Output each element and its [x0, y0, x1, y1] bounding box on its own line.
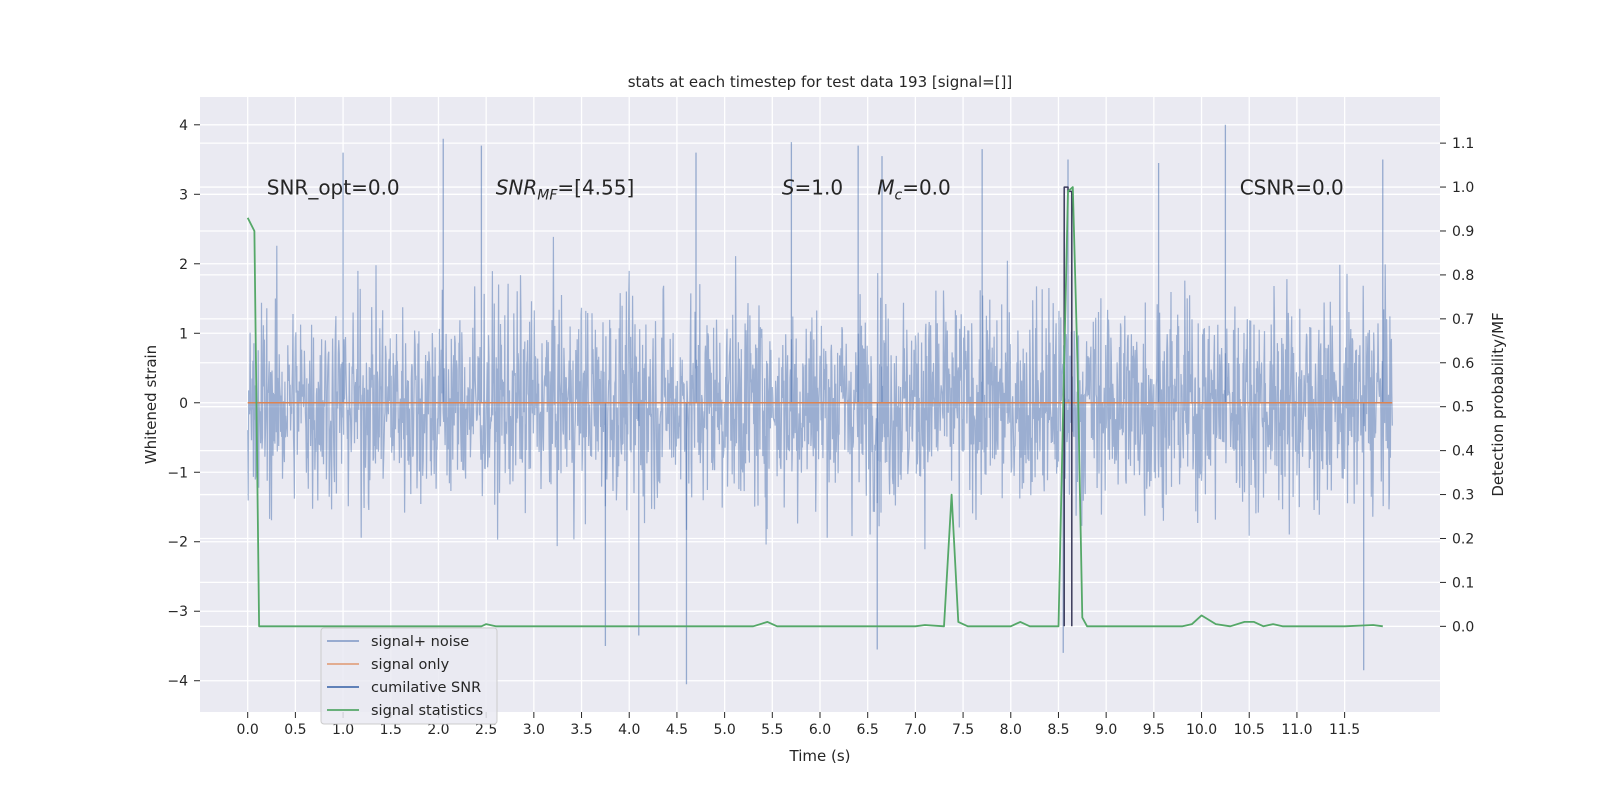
- chart-title: stats at each timestep for test data 193…: [628, 73, 1013, 91]
- x-tick-label: 9.5: [1143, 722, 1165, 738]
- y-tick-label: −4: [167, 674, 188, 690]
- x-tick-label: 10.5: [1234, 722, 1265, 738]
- legend-label: signal+ noise: [371, 634, 469, 650]
- x-tick-label: 3.5: [570, 722, 592, 738]
- y-right-tick-label: 0.1: [1452, 575, 1474, 591]
- annotation-text: SNRMF=[4.55]: [496, 175, 635, 203]
- x-tick-label: 0.5: [284, 722, 306, 738]
- x-tick-label: 10.0: [1186, 722, 1217, 738]
- y-right-tick-label: 0.5: [1452, 400, 1474, 416]
- x-tick-label: 11.0: [1281, 722, 1312, 738]
- y-tick-label: −1: [167, 465, 188, 481]
- x-tick-label: 5.0: [713, 722, 735, 738]
- y-tick-label: 2: [179, 257, 188, 273]
- series-lines: [246, 186, 1393, 628]
- annotation-text: CSNR=0.0: [1240, 175, 1344, 199]
- x-tick-label: 4.5: [666, 722, 688, 738]
- y-right-tick-label: 1.1: [1452, 136, 1474, 152]
- x-tick-label: 11.5: [1329, 722, 1360, 738]
- legend-label: signal only: [371, 657, 450, 673]
- y-right-tick-label: 1.0: [1452, 180, 1474, 196]
- y-right-tick-label: 0.7: [1452, 312, 1474, 328]
- signal-noise-line: [247, 236, 1393, 550]
- series-signal-statistics: [246, 186, 1383, 628]
- x-tick-label: 4.0: [618, 722, 640, 738]
- series-cumilative-snr: [1063, 186, 1073, 627]
- x-tick-label: 2.0: [427, 722, 449, 738]
- y-right-tick-label: 0.8: [1452, 268, 1474, 284]
- x-tick-label: 8.5: [1047, 722, 1069, 738]
- x-tick-label: 7.0: [904, 722, 926, 738]
- legend-label: signal statistics: [371, 703, 483, 719]
- annotation-text: Mc=0.0: [877, 175, 951, 203]
- y-right-tick-label: 0.0: [1452, 619, 1474, 635]
- y-right-tick-label: 0.2: [1452, 531, 1474, 547]
- y-right-tick-label: 0.3: [1452, 488, 1474, 504]
- y-right-tick-label: 0.9: [1452, 224, 1474, 240]
- y-right-tick-label: 0.6: [1452, 356, 1474, 372]
- legend-box: [320, 627, 498, 725]
- y-tick-label: 1: [179, 326, 188, 342]
- annotations: SNR_opt=0.0 SNRMF=[4.55] S=1.0 Mc=0.0 CSNR=0…: [267, 175, 1344, 203]
- x-tick-label: 1.5: [380, 722, 402, 738]
- y-tick-label: −3: [167, 604, 188, 620]
- x-tick-label: 0.0: [237, 722, 259, 738]
- legend-label: cumilative SNR: [371, 680, 481, 696]
- x-tick-label: 6.5: [857, 722, 879, 738]
- y-tick-label: −2: [167, 535, 188, 551]
- x-tick-label: 2.5: [475, 722, 497, 738]
- y-tick-label: 3: [179, 187, 188, 203]
- y-axis-right-label: Detection probability/MF: [1489, 312, 1507, 496]
- y-right-tick-label: 0.4: [1452, 444, 1474, 460]
- axes: 0.0 0.5 1.0 1.5 2.0 2.5 3.0 3.5 4.0 4.5 5.0 5.5 6.0 6…: [167, 118, 1474, 738]
- x-tick-label: 7.5: [952, 722, 974, 738]
- x-tick-label: 5.5: [761, 722, 783, 738]
- x-tick-label: 6.0: [809, 722, 831, 738]
- x-tick-label: 9.0: [1095, 722, 1117, 738]
- legend: signal+ noise signal only cumilative SNR si…: [320, 627, 498, 725]
- x-tick-label: 3.0: [523, 722, 545, 738]
- annotation-text: S=1.0: [782, 175, 843, 199]
- annotation-text: SNR_opt=0.0: [267, 175, 400, 199]
- x-axis-label: Time (s): [789, 747, 851, 765]
- x-tick-label: 1.0: [332, 722, 354, 738]
- y-tick-label: 4: [179, 118, 188, 134]
- y-axis-label: Whitened strain: [142, 345, 160, 464]
- x-tick-label: 8.0: [1000, 722, 1022, 738]
- y-tick-label: 0: [179, 396, 188, 412]
